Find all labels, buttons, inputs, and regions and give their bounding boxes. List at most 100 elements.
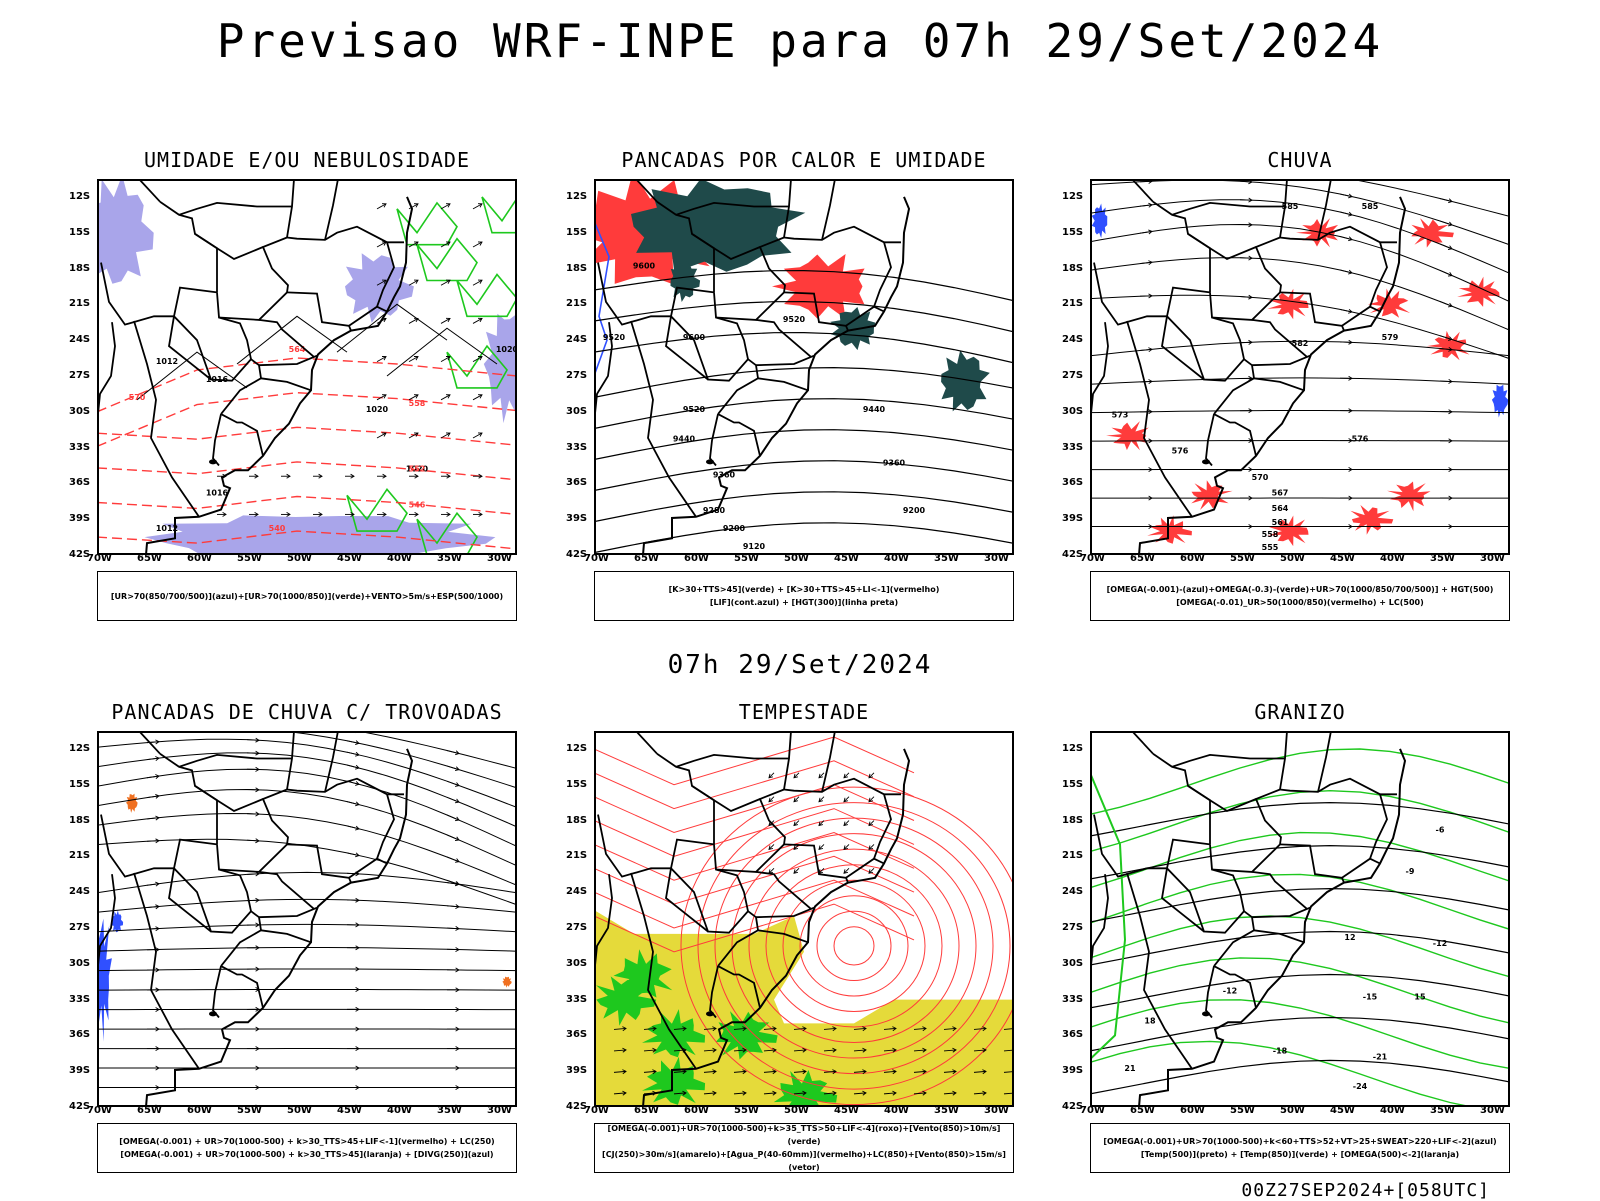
contour-label: -12 <box>1223 987 1237 996</box>
longitude-tick-label: 40W <box>1380 553 1405 564</box>
latitude-tick-label: 27S <box>1062 370 1083 381</box>
panel-title: UMIDADE E/OU NEBULOSIDADE <box>57 148 557 172</box>
latitude-tick-label: 39S <box>566 1065 587 1076</box>
latitude-tick-label: 39S <box>1062 513 1083 524</box>
contour-label: 570 <box>129 393 146 402</box>
contour-label: -24 <box>1353 1082 1368 1091</box>
contour-label: 9360 <box>883 458 906 467</box>
legend-line: [OMEGA(-0.001) + UR>70(1000-500) + k>30_… <box>98 1135 516 1148</box>
contour-label: 555 <box>1262 543 1279 552</box>
forecast-map-svg <box>97 731 517 1107</box>
panel-legend: [OMEGA(-0.001)+UR>70(1000-500)+k<60+TTS>… <box>1090 1123 1510 1173</box>
panel-legend: [K>30+TTS>45](verde) + [K>30+TTS>45+LI<-… <box>594 571 1014 621</box>
latitude-tick-label: 18S <box>566 815 587 826</box>
latitude-tick-label: 33S <box>69 994 90 1005</box>
longitude-tick-label: 65W <box>1130 553 1155 564</box>
map-background <box>1090 731 1510 1107</box>
panel-title: PANCADAS DE CHUVA C/ TROVOADAS <box>57 700 557 724</box>
contour-label: 579 <box>1382 333 1399 342</box>
contour-label: 540 <box>269 524 286 533</box>
contour-label: 570 <box>1252 473 1269 482</box>
latitude-tick-label: 15S <box>1062 779 1083 790</box>
latitude-tick-label: 36S <box>566 477 587 488</box>
rio-de-la-plata <box>1202 1011 1210 1016</box>
forecast-map-panel <box>97 731 517 1107</box>
longitude-tick-label: 50W <box>287 553 312 564</box>
longitude-tick-label: 40W <box>387 553 412 564</box>
map-background <box>97 179 517 555</box>
longitude-tick-label: 70W <box>1080 553 1105 564</box>
latitude-tick-label: 21S <box>566 850 587 861</box>
latitude-tick-label: 24S <box>566 886 587 897</box>
longitude-tick-label: 70W <box>1080 1105 1105 1116</box>
longitude-tick-label: 45W <box>1330 1105 1355 1116</box>
latitude-tick-label: 30S <box>566 958 587 969</box>
panel-legend: [OMEGA(-0.001)+UR>70(1000-500)+k>35_TTS>… <box>594 1123 1014 1173</box>
contour-label: 552 <box>409 464 426 473</box>
latitude-tick-label: 12S <box>566 743 587 754</box>
latitude-tick-label: 24S <box>566 334 587 345</box>
contour-label: 558 <box>1262 530 1279 539</box>
longitude-tick-label: 70W <box>87 1105 112 1116</box>
legend-line: [K>30+TTS>45](verde) + [K>30+TTS>45+LI<-… <box>595 583 1013 596</box>
longitude-tick-label: 35W <box>1430 1105 1455 1116</box>
latitude-tick-label: 39S <box>566 513 587 524</box>
panel-legend: [OMEGA(-0.001) + UR>70(1000-500) + k>30_… <box>97 1123 517 1173</box>
longitude-tick-label: 60W <box>1180 1105 1205 1116</box>
panel-title: PANCADAS POR CALOR E UMIDADE <box>554 148 1054 172</box>
latitude-tick-label: 15S <box>1062 227 1083 238</box>
longitude-tick-label: 35W <box>1430 553 1455 564</box>
latitude-tick-label: 27S <box>566 922 587 933</box>
legend-line: [OMEGA(-0.01)_UR>50(1000/850)(vermelho) … <box>1091 596 1509 609</box>
contour-label: 15 <box>1414 993 1426 1002</box>
longitude-tick-label: 70W <box>584 1105 609 1116</box>
latitude-tick-label: 33S <box>1062 994 1083 1005</box>
latitude-tick-label: 15S <box>566 227 587 238</box>
latitude-tick-label: 36S <box>69 1029 90 1040</box>
latitude-tick-label: 27S <box>566 370 587 381</box>
longitude-tick-label: 55W <box>1230 1105 1255 1116</box>
latitude-tick-label: 12S <box>69 743 90 754</box>
forecast-map-panel <box>594 731 1014 1107</box>
contour-label: 576 <box>1172 447 1189 456</box>
latitude-tick-label: 18S <box>69 263 90 274</box>
longitude-tick-label: 30W <box>487 1105 512 1116</box>
longitude-tick-label: 60W <box>187 553 212 564</box>
map-background <box>97 731 517 1107</box>
longitude-tick-label: 35W <box>934 553 959 564</box>
latitude-tick-label: 39S <box>69 1065 90 1076</box>
forecast-map-svg <box>594 731 1014 1107</box>
longitude-tick-label: 30W <box>984 1105 1009 1116</box>
longitude-tick-label: 60W <box>1180 553 1205 564</box>
longitude-tick-label: 45W <box>1330 553 1355 564</box>
rio-de-la-plata <box>209 1011 217 1016</box>
contour-label: -9 <box>1406 867 1415 876</box>
longitude-tick-label: 65W <box>634 1105 659 1116</box>
contour-label: 18 <box>1144 1016 1156 1025</box>
contour-label: 9440 <box>673 435 696 444</box>
panel-title: GRANIZO <box>1050 700 1550 724</box>
contour-label: 573 <box>1112 411 1129 420</box>
latitude-tick-label: 24S <box>1062 334 1083 345</box>
latitude-tick-label: 33S <box>566 994 587 1005</box>
latitude-tick-label: 33S <box>69 442 90 453</box>
longitude-tick-label: 35W <box>934 1105 959 1116</box>
longitude-tick-label: 50W <box>1280 553 1305 564</box>
latitude-tick-label: 24S <box>1062 886 1083 897</box>
rio-de-la-plata <box>706 1011 714 1016</box>
longitude-tick-label: 60W <box>684 1105 709 1116</box>
contour-label: 546 <box>409 500 426 509</box>
legend-line: [CJ(250)>30m/s](amarelo)+[Agua_P(40-60mm… <box>595 1148 1013 1174</box>
contour-label: -21 <box>1373 1052 1388 1061</box>
legend-line: [OMEGA(-0.001) + UR>70(1000-500) + k>30_… <box>98 1148 516 1161</box>
contour-label: 576 <box>1352 435 1369 444</box>
latitude-tick-label: 30S <box>1062 958 1083 969</box>
latitude-tick-label: 36S <box>1062 477 1083 488</box>
latitude-tick-label: 21S <box>69 850 90 861</box>
panel-title: TEMPESTADE <box>554 700 1054 724</box>
longitude-tick-label: 30W <box>1480 1105 1505 1116</box>
latitude-tick-label: 12S <box>69 191 90 202</box>
latitude-tick-label: 27S <box>69 370 90 381</box>
longitude-tick-label: 45W <box>337 1105 362 1116</box>
